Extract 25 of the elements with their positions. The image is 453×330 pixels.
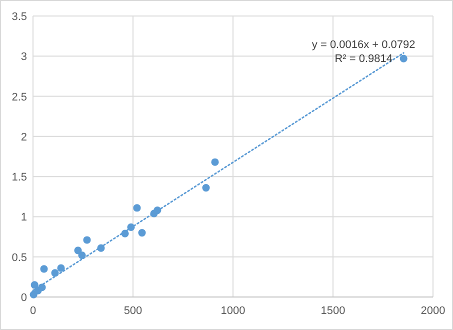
x-tick-label: 500 bbox=[124, 305, 142, 317]
y-tick-label: 2 bbox=[20, 131, 27, 144]
point bbox=[138, 228, 146, 237]
annotation: y = 0.0016x + 0.0792 bbox=[312, 39, 416, 51]
y-tick-label: 3 bbox=[20, 51, 27, 64]
point bbox=[78, 251, 86, 260]
point bbox=[30, 281, 38, 289]
y-tick-label: 3.5 bbox=[12, 11, 27, 23]
y-tick-label: 2.5 bbox=[12, 91, 27, 104]
point bbox=[57, 264, 65, 272]
y-tick-label: 0 bbox=[20, 292, 27, 304]
point bbox=[202, 184, 210, 192]
point bbox=[133, 204, 141, 212]
point bbox=[400, 54, 408, 62]
x-tick-label: 1000 bbox=[220, 305, 246, 317]
y-tick-label: 0.5 bbox=[12, 252, 27, 264]
annotation: R² = 0.9814 bbox=[334, 53, 392, 65]
x-tick-label: 1500 bbox=[320, 305, 346, 317]
point bbox=[40, 265, 48, 273]
point bbox=[211, 158, 219, 166]
x-tick-label: 0 bbox=[30, 305, 36, 317]
point bbox=[83, 236, 91, 244]
x-tick-label: 2000 bbox=[420, 305, 446, 317]
y-tick-label: 1.5 bbox=[12, 172, 27, 184]
y-tick-label: 1 bbox=[20, 212, 27, 224]
